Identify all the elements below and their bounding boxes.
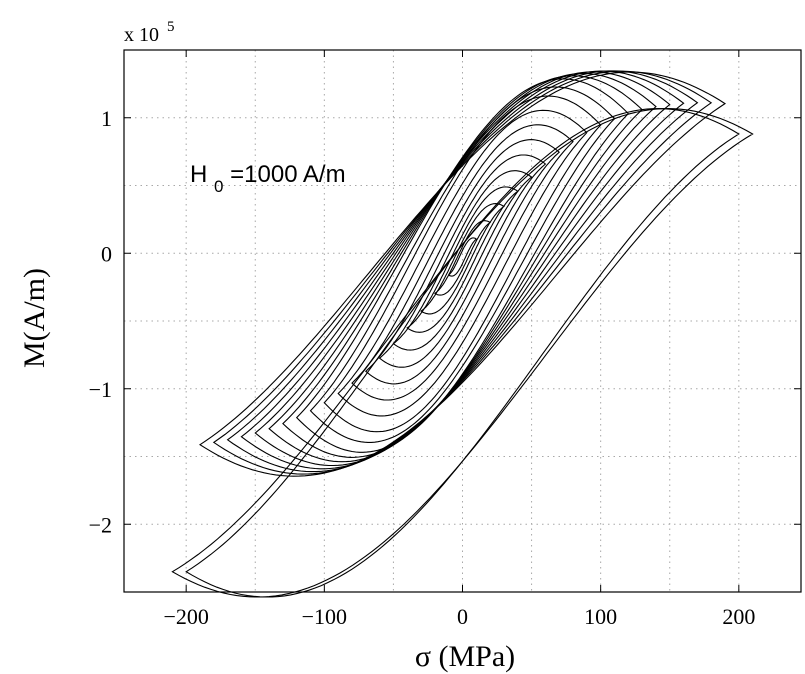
hysteresis-loop bbox=[406, 186, 519, 333]
grid bbox=[124, 50, 801, 592]
x-tick-label: 0 bbox=[457, 604, 468, 629]
x-tick-label: −200 bbox=[163, 604, 208, 629]
hysteresis-loop bbox=[254, 71, 671, 467]
hysteresis-loop bbox=[323, 95, 602, 433]
y-axis-multiplier: x 10 5 bbox=[124, 19, 175, 46]
hysteresis-loops bbox=[171, 70, 754, 598]
y-tick-label: −1 bbox=[89, 377, 112, 402]
hysteresis-loop bbox=[364, 139, 561, 385]
field-annotation: H 0 =1000 A/m bbox=[190, 161, 346, 198]
hysteresis-loop bbox=[212, 70, 713, 475]
hysteresis-loop bbox=[282, 75, 643, 458]
tick-marks bbox=[124, 50, 801, 592]
y-tick-labels: −2 −1 0 1 bbox=[89, 106, 112, 538]
y-tick-label: −2 bbox=[89, 512, 112, 537]
hysteresis-loop bbox=[295, 78, 630, 453]
hysteresis-loop bbox=[420, 203, 505, 315]
x-axis-title: σ (MPa) bbox=[415, 640, 515, 673]
hysteresis-loop bbox=[185, 108, 740, 598]
y-tick-label: 1 bbox=[101, 106, 112, 131]
y-axis-title: M(A/m) bbox=[18, 268, 51, 368]
hysteresis-loop bbox=[198, 71, 727, 477]
hysteresis-loop bbox=[268, 72, 657, 463]
x-tick-label: 200 bbox=[722, 604, 755, 629]
y-tick-label: 0 bbox=[101, 241, 112, 266]
hysteresis-loop bbox=[378, 154, 547, 368]
hysteresis-loop bbox=[337, 109, 588, 417]
x-tick-label: −100 bbox=[302, 604, 347, 629]
hysteresis-loop bbox=[240, 70, 685, 470]
hysteresis-loop bbox=[433, 220, 492, 296]
hysteresis-loop bbox=[171, 108, 754, 598]
x-tick-label: 100 bbox=[584, 604, 617, 629]
x-tick-labels: −200 −100 0 100 200 bbox=[163, 604, 755, 629]
hysteresis-loop bbox=[351, 124, 574, 401]
hysteresis-loop bbox=[226, 70, 699, 473]
